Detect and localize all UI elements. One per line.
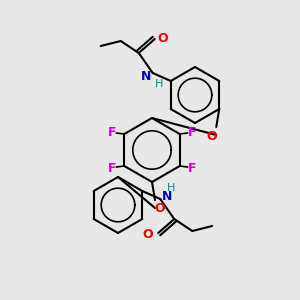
Text: F: F (188, 161, 196, 175)
Text: H: H (155, 79, 163, 89)
Text: N: N (140, 70, 151, 83)
Text: F: F (108, 125, 116, 139)
Text: O: O (142, 229, 153, 242)
Text: F: F (188, 125, 196, 139)
Text: N: N (162, 190, 172, 202)
Text: F: F (108, 161, 116, 175)
Text: O: O (206, 130, 217, 143)
Text: H: H (167, 183, 176, 193)
Text: O: O (158, 32, 168, 46)
Text: O: O (155, 202, 165, 215)
